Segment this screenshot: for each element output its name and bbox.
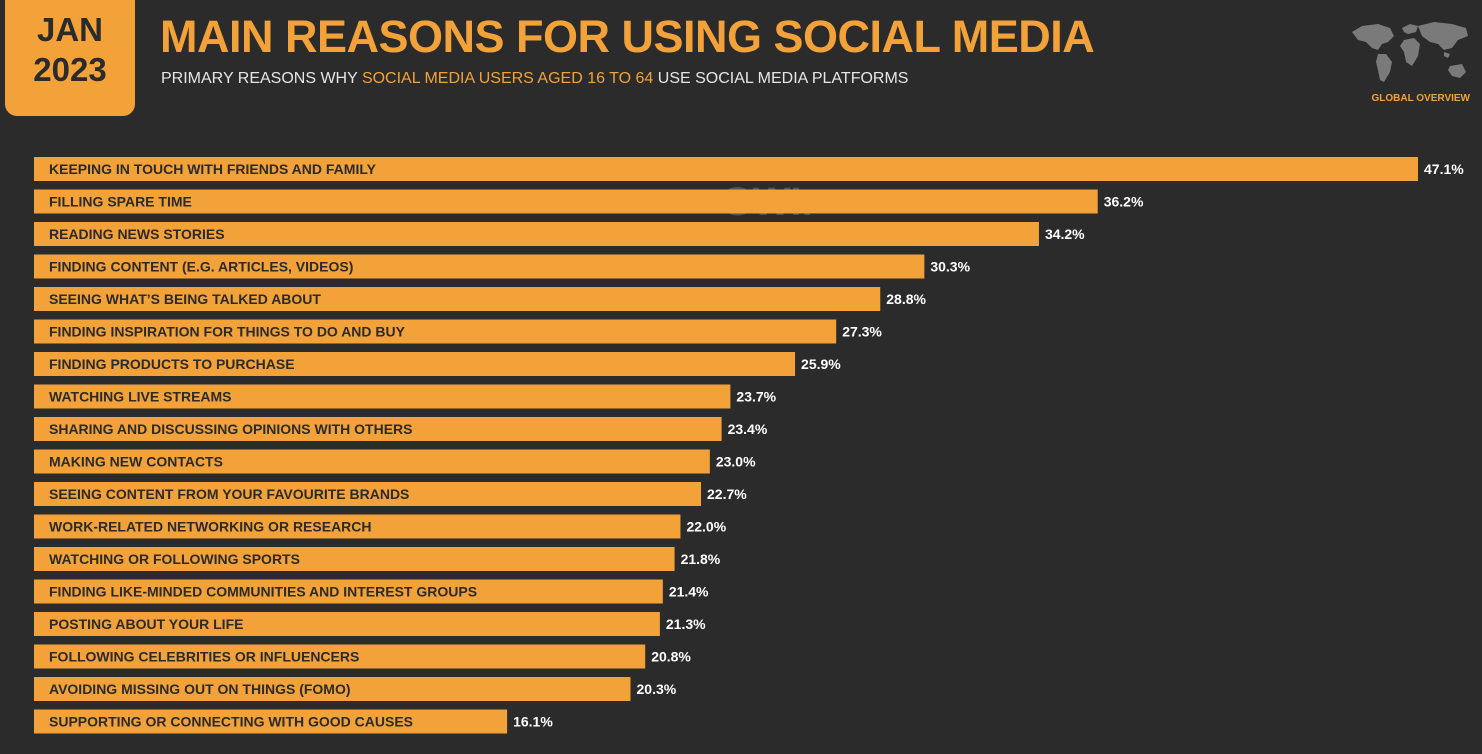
bar-value-label: 16.1% bbox=[513, 714, 553, 730]
bar bbox=[34, 579, 663, 604]
date-year: 2023 bbox=[33, 51, 107, 88]
bar bbox=[34, 547, 675, 571]
bar-value-label: 23.4% bbox=[728, 421, 768, 437]
bar-value-label: 20.3% bbox=[637, 681, 677, 697]
bar-category-label: SEEING CONTENT FROM YOUR FAVOURITE BRAND… bbox=[49, 486, 409, 502]
bar-category-label: FINDING CONTENT (E.G. ARTICLES, VIDEOS) bbox=[49, 259, 353, 275]
bar bbox=[34, 222, 1039, 246]
bar-value-label: 27.3% bbox=[842, 324, 882, 340]
bar bbox=[34, 644, 646, 669]
bar-category-label: FINDING INSPIRATION FOR THINGS TO DO AND… bbox=[49, 324, 406, 340]
bar bbox=[34, 287, 881, 311]
bar-category-label: FOLLOWING CELEBRITIES OR INFLUENCERS bbox=[49, 649, 359, 665]
bar-value-label: 34.2% bbox=[1045, 226, 1085, 242]
bar bbox=[34, 449, 710, 474]
bar bbox=[34, 189, 1098, 214]
bar-value-label: 36.2% bbox=[1104, 194, 1144, 210]
bar-value-label: 20.8% bbox=[651, 649, 691, 665]
bar-category-label: SEEING WHAT’S BEING TALKED ABOUT bbox=[49, 291, 321, 307]
bar bbox=[34, 417, 722, 441]
bar bbox=[34, 319, 837, 344]
bar-value-label: 21.8% bbox=[681, 551, 721, 567]
page-title: MAIN REASONS FOR USING SOCIAL MEDIA bbox=[160, 11, 1095, 62]
bar-category-label: SUPPORTING OR CONNECTING WITH GOOD CAUSE… bbox=[49, 714, 413, 730]
bar-value-label: 23.7% bbox=[736, 389, 776, 405]
subtitle-highlight: SOCIAL MEDIA USERS AGED 16 TO 64 bbox=[361, 70, 654, 87]
global-overview-label: GLOBAL OVERVIEW bbox=[1371, 93, 1470, 104]
bar-category-label: SHARING AND DISCUSSING OPINIONS WITH OTH… bbox=[49, 421, 413, 437]
subtitle-prefix: PRIMARY REASONS WHY bbox=[161, 70, 362, 87]
bar bbox=[34, 514, 681, 539]
bar-value-label: 47.1% bbox=[1424, 161, 1464, 177]
bar bbox=[34, 612, 660, 636]
bar-value-label: 22.7% bbox=[707, 486, 747, 502]
subtitle-suffix: USE SOCIAL MEDIA PLATFORMS bbox=[653, 70, 909, 87]
bar-value-label: 23.0% bbox=[716, 454, 756, 470]
date-month: JAN bbox=[36, 11, 104, 48]
bar-category-label: WORK-RELATED NETWORKING OR RESEARCH bbox=[49, 519, 372, 535]
bar-value-label: 28.8% bbox=[886, 291, 926, 307]
bar-value-label: 30.3% bbox=[930, 259, 970, 275]
bar-category-label: MAKING NEW CONTACTS bbox=[49, 454, 223, 470]
bar-category-label: FINDING PRODUCTS TO PURCHASE bbox=[49, 356, 295, 372]
bar bbox=[34, 677, 631, 701]
bar-category-label: POSTING ABOUT YOUR LIFE bbox=[49, 616, 243, 632]
date-badge: JAN 2023 bbox=[5, 0, 135, 116]
bar-category-label: FILLING SPARE TIME bbox=[49, 194, 192, 210]
bar-value-label: 25.9% bbox=[801, 356, 841, 372]
bar-value-label: 21.3% bbox=[666, 616, 706, 632]
bar-value-label: 22.0% bbox=[686, 519, 726, 535]
bar-value-label: 21.4% bbox=[669, 584, 709, 600]
bar-category-label: WATCHING OR FOLLOWING SPORTS bbox=[49, 551, 300, 567]
bar-category-label: WATCHING LIVE STREAMS bbox=[49, 389, 232, 405]
bar bbox=[34, 254, 925, 279]
bar bbox=[34, 352, 796, 376]
page-subtitle: PRIMARY REASONS WHY SOCIAL MEDIA USERS A… bbox=[161, 69, 908, 89]
world-map-icon bbox=[1352, 22, 1468, 82]
bar bbox=[34, 384, 731, 409]
bar-category-label: READING NEWS STORIES bbox=[49, 226, 225, 242]
bar-category-label: AVOIDING MISSING OUT ON THINGS (FOMO) bbox=[49, 681, 351, 697]
bar bbox=[34, 157, 1418, 181]
bar bbox=[34, 482, 702, 506]
bar bbox=[34, 709, 508, 734]
bar-category-label: KEEPING IN TOUCH WITH FRIENDS AND FAMILY bbox=[49, 161, 377, 177]
bar-category-label: FINDING LIKE-MINDED COMMUNITIES AND INTE… bbox=[49, 584, 477, 600]
